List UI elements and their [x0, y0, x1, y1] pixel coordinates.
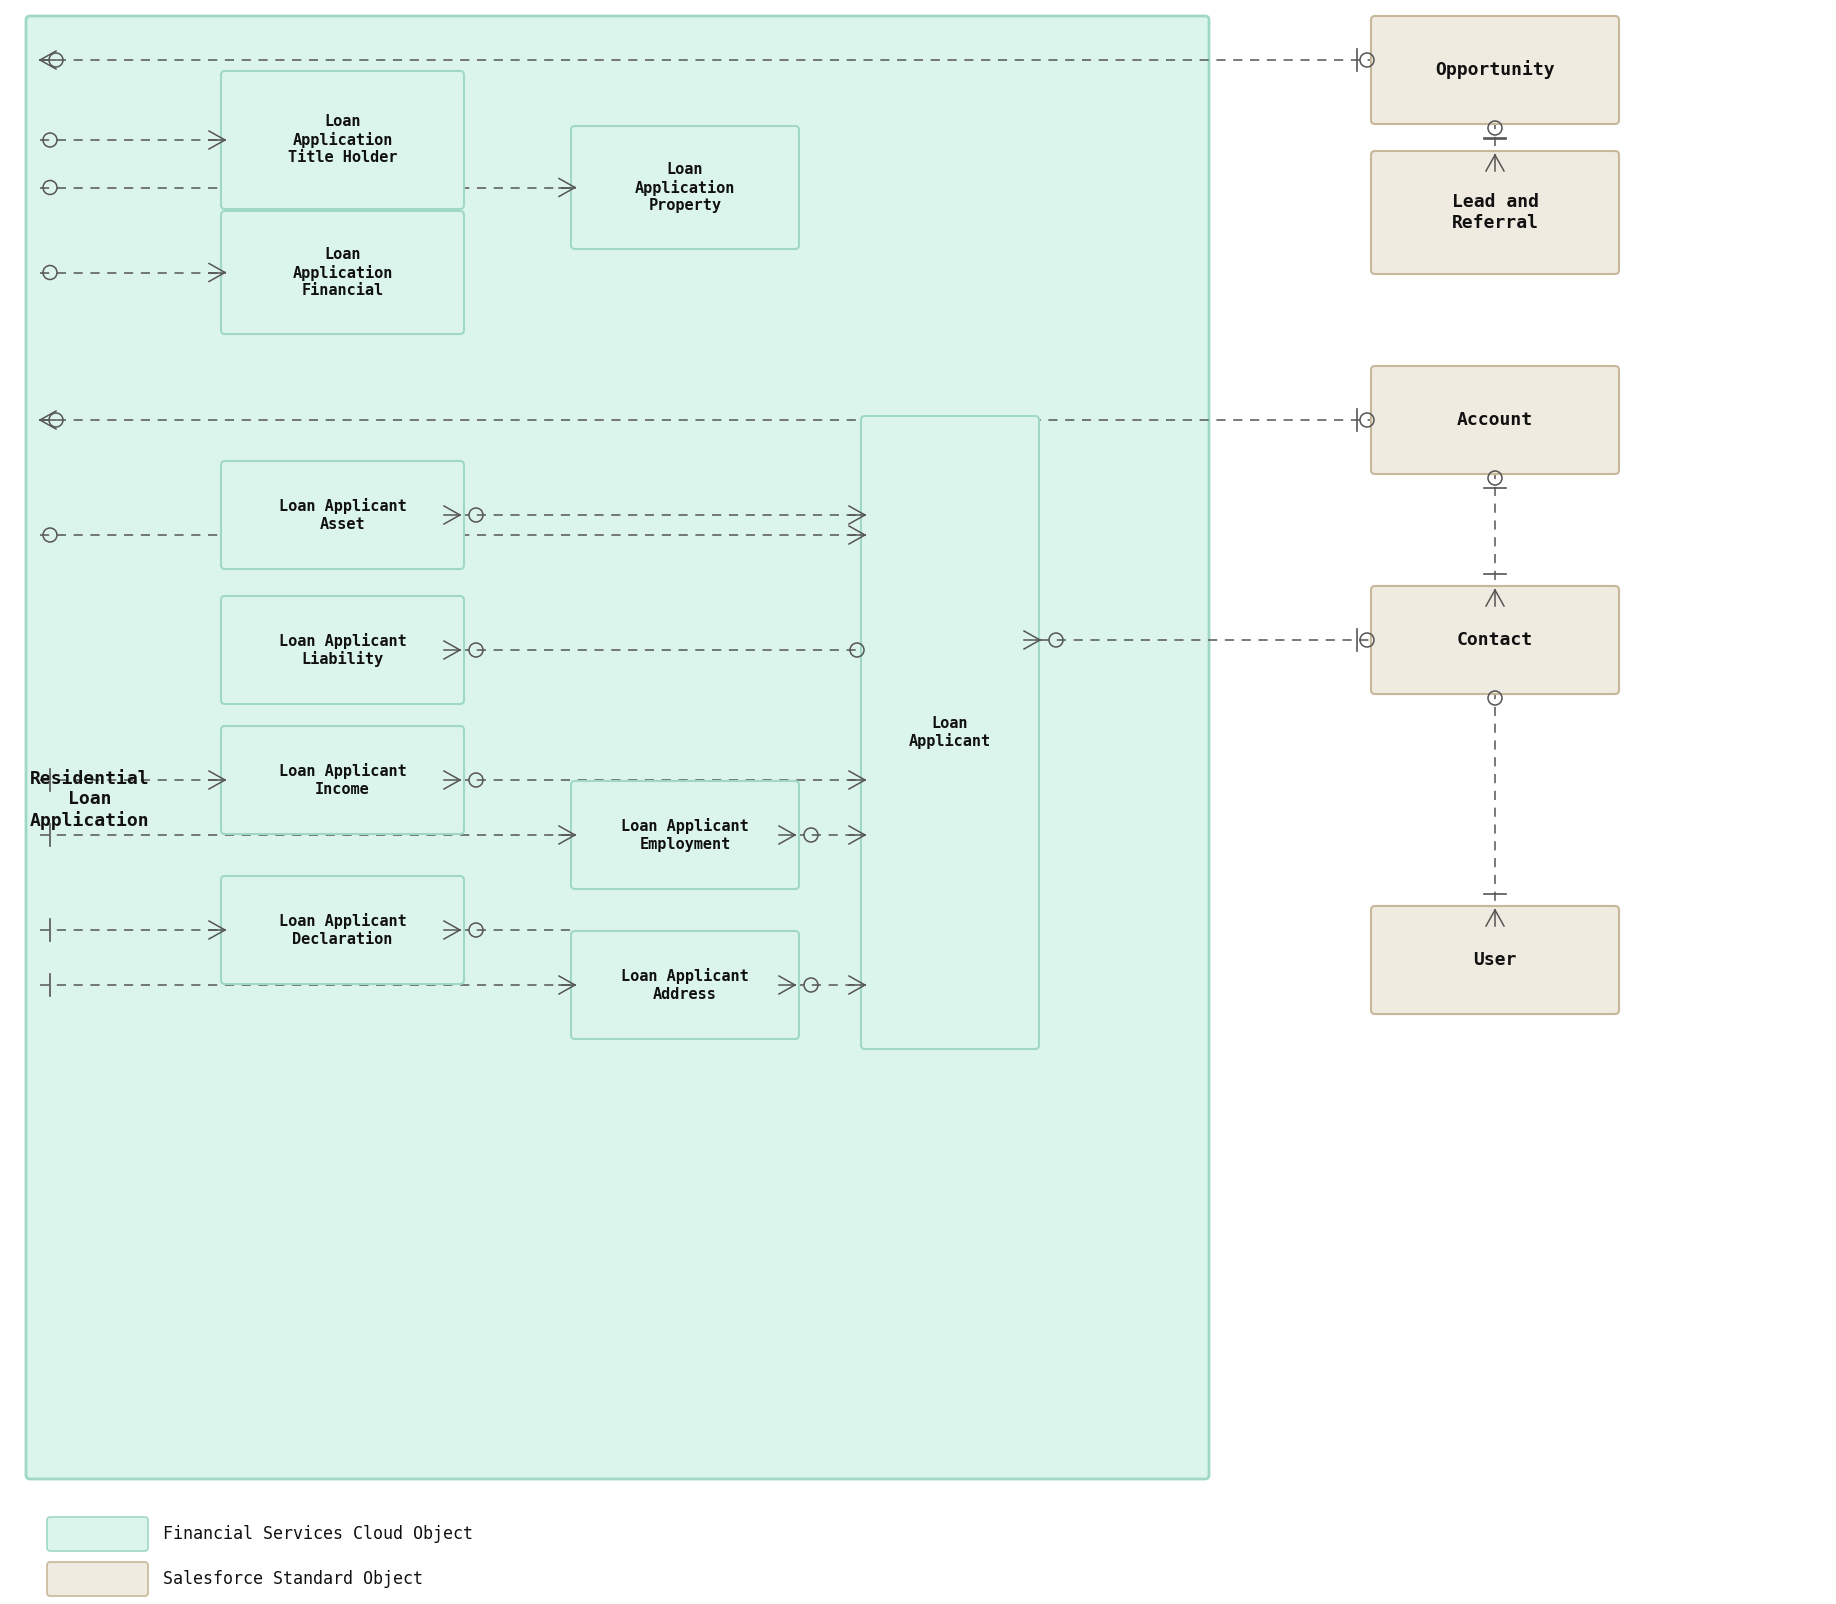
Text: Loan
Application
Financial: Loan Application Financial [292, 247, 393, 298]
FancyBboxPatch shape [1371, 16, 1619, 124]
Text: Loan Applicant
Income: Loan Applicant Income [279, 764, 406, 797]
FancyBboxPatch shape [220, 597, 465, 704]
Text: Residential
Loan
Application: Residential Loan Application [29, 770, 151, 831]
Text: Loan
Application
Title Holder: Loan Application Title Holder [288, 114, 397, 165]
FancyBboxPatch shape [571, 930, 799, 1039]
Text: Loan Applicant
Employment: Loan Applicant Employment [621, 818, 749, 852]
Text: Loan Applicant
Liability: Loan Applicant Liability [279, 632, 406, 667]
FancyBboxPatch shape [48, 1517, 149, 1551]
FancyBboxPatch shape [1371, 366, 1619, 475]
FancyBboxPatch shape [220, 876, 465, 983]
Text: Loan Applicant
Asset: Loan Applicant Asset [279, 499, 406, 531]
FancyBboxPatch shape [220, 212, 465, 334]
Text: Financial Services Cloud Object: Financial Services Cloud Object [163, 1525, 474, 1543]
FancyBboxPatch shape [861, 415, 1039, 1049]
Text: Lead and
Referral: Lead and Referral [1452, 192, 1539, 233]
Text: Loan Applicant
Address: Loan Applicant Address [621, 969, 749, 1002]
FancyBboxPatch shape [1371, 151, 1619, 274]
FancyBboxPatch shape [220, 460, 465, 569]
Text: Salesforce Standard Object: Salesforce Standard Object [163, 1570, 422, 1588]
FancyBboxPatch shape [220, 71, 465, 209]
FancyBboxPatch shape [26, 16, 1208, 1479]
Text: Loan
Applicant: Loan Applicant [909, 715, 991, 749]
FancyBboxPatch shape [571, 781, 799, 889]
FancyBboxPatch shape [1371, 585, 1619, 695]
FancyBboxPatch shape [220, 727, 465, 834]
FancyBboxPatch shape [48, 1562, 149, 1596]
Text: Loan Applicant
Declaration: Loan Applicant Declaration [279, 913, 406, 946]
Text: Contact: Contact [1458, 630, 1533, 650]
Text: Account: Account [1458, 411, 1533, 428]
FancyBboxPatch shape [1371, 906, 1619, 1014]
Text: Loan
Application
Property: Loan Application Property [635, 162, 734, 213]
Text: User: User [1472, 951, 1517, 969]
FancyBboxPatch shape [571, 127, 799, 249]
Text: Opportunity: Opportunity [1436, 61, 1555, 80]
